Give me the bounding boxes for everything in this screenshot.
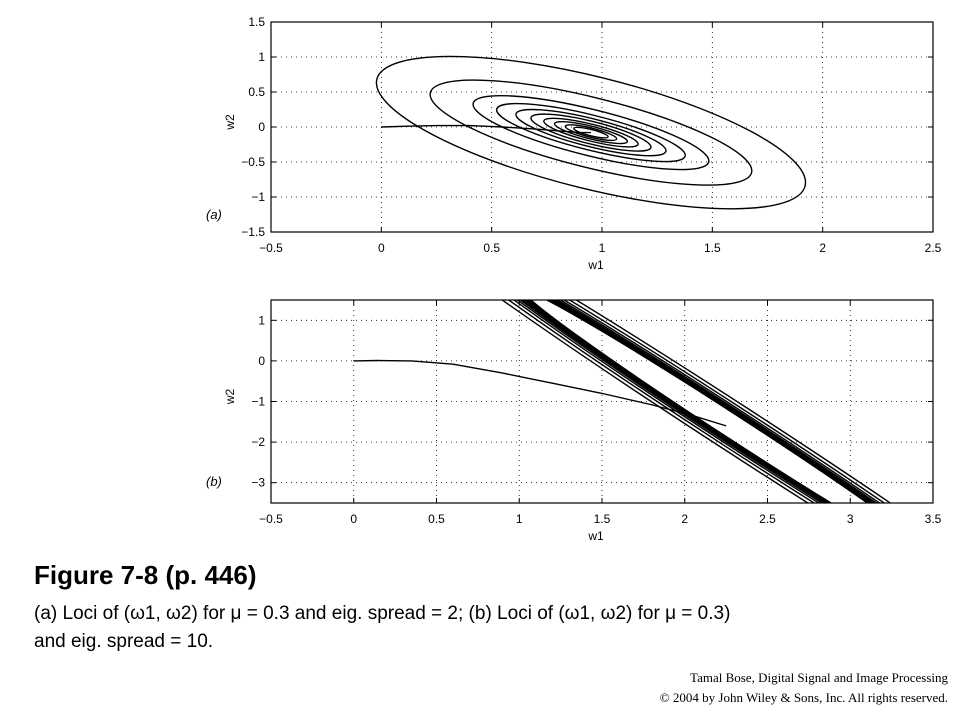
panel-b-contour-ellipse	[493, 300, 933, 503]
panel-a-ytick-label: 1	[258, 50, 265, 64]
panel-a-ytick-label: −1	[251, 190, 265, 204]
panel-a-contour-ellipse	[515, 108, 667, 157]
panel-b-xtick-label: 0	[350, 512, 357, 526]
panel-a-ytick-label: −0.5	[241, 155, 265, 169]
panel-a-contour-ellipse	[543, 117, 639, 148]
panel-a-trajectory-line	[381, 124, 591, 134]
panel-b-xtick-label: 2	[681, 512, 688, 526]
panel-a-ytick-label: 0	[258, 120, 265, 134]
panel-b-xtick-label: 3	[847, 512, 854, 526]
panel-b-yaxis-label: w2	[223, 389, 237, 406]
panel-a-contour-ellipse	[375, 55, 807, 210]
panel-b-contour-ellipse	[514, 300, 933, 503]
panel-a-xtick-label: 1	[599, 241, 606, 255]
panel-b-contour-ellipse	[504, 300, 933, 503]
panel-a-ytick-label: −1.5	[241, 225, 265, 239]
panel-b-contour-ellipse	[480, 300, 933, 503]
panel-b-contour-ellipse	[351, 300, 933, 503]
panel-b-trajectory-line	[353, 359, 727, 427]
panel-a-xtick-label: 2.5	[925, 241, 942, 255]
panel-b-contour-ellipse	[467, 300, 933, 503]
caption-line-1: (a) Loci of (ω1, ω2) for μ = 0.3 and eig…	[34, 603, 731, 624]
panel-a-xtick-label: 2	[819, 241, 826, 255]
panel-a-ytick-label: 0.5	[248, 85, 265, 99]
panel-b-xtick-label: 1.5	[594, 512, 611, 526]
panel-b-xaxis-label: w1	[587, 529, 604, 543]
panel-b-contour-ellipse	[428, 300, 933, 503]
panel-b-xtick-label: 2.5	[759, 512, 776, 526]
panel-b-xtick-label: 1	[516, 512, 523, 526]
panel-a-xtick-label: 0	[378, 241, 385, 255]
panel-a-xaxis-label: w1	[587, 258, 604, 272]
panel-b-ytick-label: 0	[258, 354, 265, 368]
panel-b-xtick-label: −0.5	[259, 512, 283, 526]
panel-b-contour-ellipse	[449, 300, 933, 503]
figure-plots: −0.5 0 0.5 1 1.5 2 2.5 −1.5 −1 −0.5 0 0.5 1 1.5 w1 w2 (a…	[206, 15, 942, 543]
panel-a-ytick-label: 1.5	[248, 15, 265, 29]
panel-a-contour-ellipse	[573, 126, 609, 139]
panel-b-xtick-label: 3.5	[925, 512, 942, 526]
panel-a-contour-ellipse	[553, 120, 629, 145]
figure-title: Figure 7-8 (p. 446)	[34, 560, 257, 590]
panel-a-contour-ellipse	[429, 79, 753, 186]
panel-a-contour-ellipse	[495, 102, 686, 163]
panel-b-ytick-label: −3	[251, 476, 265, 490]
panel-b-contour-ellipse	[393, 300, 933, 503]
panel-a-xtick-label: 1.5	[704, 241, 721, 255]
panel-b-plot-area	[351, 300, 933, 503]
panel-a-xtick-label: −0.5	[259, 241, 283, 255]
credit-line-1: Tamal Bose, Digital Signal and Image Pro…	[690, 670, 948, 685]
panel-a-xtick-label: 0.5	[483, 241, 500, 255]
panel-a-contour-ellipse	[472, 94, 710, 171]
panel-b-panel-label: (b)	[206, 474, 222, 489]
panel-a-group: −0.5 0 0.5 1 1.5 2 2.5 −1.5 −1 −0.5 0 0.5 1 1.5 w1 w2 (a…	[206, 15, 942, 272]
panel-b-ytick-label: 1	[258, 313, 265, 327]
panel-a-panel-label: (a)	[206, 207, 222, 222]
panel-a-plot-area	[375, 55, 807, 210]
figure-caption: (a) Loci of (ω1, ω2) for μ = 0.3 and eig…	[34, 600, 934, 656]
panel-b-ytick-label: −1	[251, 395, 265, 409]
caption-line-2: and eig. spread = 10.	[34, 631, 214, 652]
panel-b-contour-ellipse	[522, 300, 933, 503]
credit-block: Tamal Bose, Digital Signal and Image Pro…	[660, 668, 948, 708]
panel-a-yaxis-label: w2	[223, 114, 237, 131]
panel-a-contour-ellipse	[530, 113, 652, 152]
credit-line-2: © 2004 by John Wiley & Sons, Inc. All ri…	[659, 690, 948, 705]
panel-b-ytick-label: −2	[251, 435, 265, 449]
panel-a-contour-ellipse	[564, 124, 618, 142]
panel-b-group: −0.5 0 0.5 1 1.5 2 2.5 3 3.5 −3 −2 −1 0 1 w1 w2 (b)	[206, 299, 942, 543]
panel-b-xtick-label: 0.5	[428, 512, 445, 526]
